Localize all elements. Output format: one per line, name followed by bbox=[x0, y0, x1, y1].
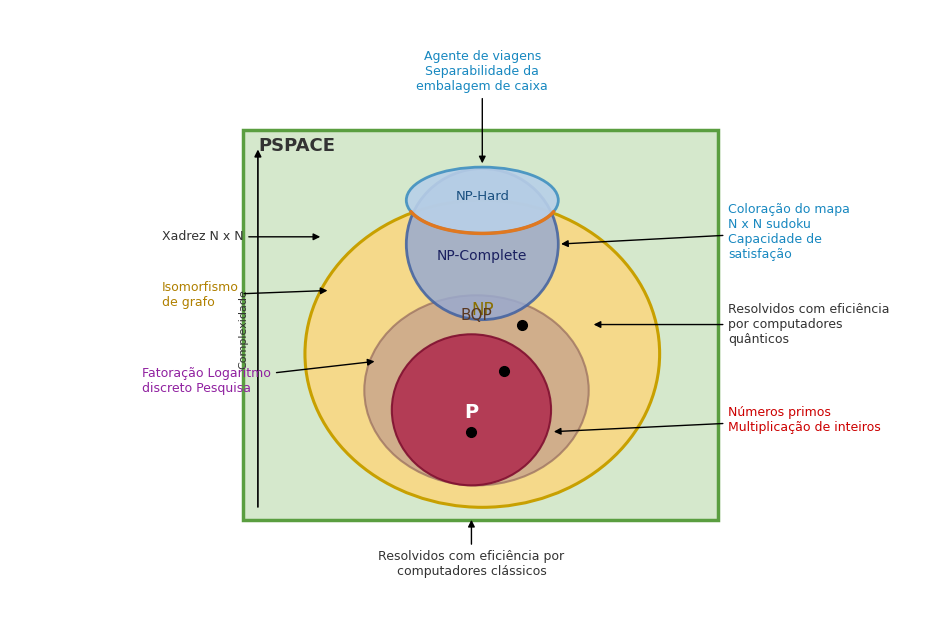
Text: Resolvidos com eficiência
por computadores
quânticos: Resolvidos com eficiência por computador… bbox=[595, 303, 890, 346]
Text: NP-Hard: NP-Hard bbox=[455, 191, 509, 203]
Text: NP-Complete: NP-Complete bbox=[437, 249, 528, 263]
Ellipse shape bbox=[392, 334, 551, 486]
Text: Xadrez N x N: Xadrez N x N bbox=[162, 230, 318, 243]
Text: Isomorfismo
de grafo: Isomorfismo de grafo bbox=[162, 281, 326, 310]
Text: Números primos
Multiplicação de inteiros: Números primos Multiplicação de inteiros bbox=[556, 406, 881, 434]
Text: Resolvidos com eficiência por
computadores clássicos: Resolvidos com eficiência por computador… bbox=[378, 522, 564, 578]
Text: P: P bbox=[464, 403, 478, 422]
Text: PSPACE: PSPACE bbox=[258, 137, 335, 155]
Ellipse shape bbox=[406, 167, 559, 234]
Ellipse shape bbox=[305, 200, 659, 507]
Text: Coloração do mapa
N x N sudoku
Capacidade de
satisfação: Coloração do mapa N x N sudoku Capacidad… bbox=[562, 203, 850, 261]
Text: BQP: BQP bbox=[460, 308, 492, 323]
Text: Fatoração Logaritmo
discreto Pesquisa: Fatoração Logaritmo discreto Pesquisa bbox=[142, 360, 373, 394]
Ellipse shape bbox=[406, 168, 559, 320]
Ellipse shape bbox=[364, 295, 588, 486]
FancyBboxPatch shape bbox=[244, 130, 717, 520]
Text: Agente de viagens
Separabilidade da
embalagem de caixa: Agente de viagens Separabilidade da emba… bbox=[417, 50, 548, 162]
Text: NP: NP bbox=[471, 301, 493, 319]
Text: Complexidade: Complexidade bbox=[238, 289, 248, 369]
